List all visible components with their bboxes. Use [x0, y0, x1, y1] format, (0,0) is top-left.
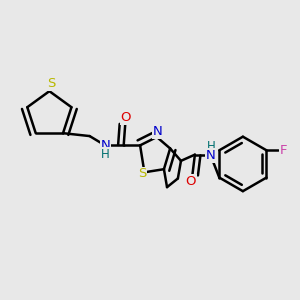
Text: S: S [47, 77, 55, 90]
Text: H: H [207, 140, 215, 153]
Text: H: H [101, 148, 110, 160]
Text: O: O [121, 111, 131, 124]
Text: S: S [138, 167, 146, 180]
Text: N: N [206, 149, 216, 162]
Text: O: O [186, 175, 196, 188]
Text: N: N [153, 125, 162, 138]
Text: F: F [280, 144, 288, 157]
Text: N: N [101, 139, 111, 152]
